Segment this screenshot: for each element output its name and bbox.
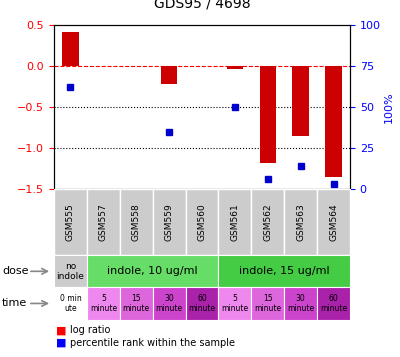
Text: 5
minute: 5 minute: [221, 294, 248, 313]
Text: indole, 10 ug/ml: indole, 10 ug/ml: [107, 266, 198, 276]
Text: GSM563: GSM563: [296, 203, 305, 241]
Text: ■: ■: [56, 325, 66, 335]
Bar: [325, 66, 342, 177]
Text: indole, 15 ug/ml: indole, 15 ug/ml: [239, 266, 330, 276]
Y-axis label: 100%: 100%: [384, 91, 394, 123]
Text: ■: ■: [56, 338, 66, 348]
Text: 30
minute: 30 minute: [156, 294, 183, 313]
Text: no
indole: no indole: [56, 262, 84, 281]
Bar: [260, 66, 276, 163]
Text: time: time: [2, 298, 27, 308]
Text: 5
minute: 5 minute: [90, 294, 117, 313]
Text: GSM555: GSM555: [66, 203, 75, 241]
Text: GSM561: GSM561: [230, 203, 239, 241]
Text: GSM560: GSM560: [198, 203, 206, 241]
Text: 60
minute: 60 minute: [188, 294, 216, 313]
Text: GSM557: GSM557: [99, 203, 108, 241]
Text: 60
minute: 60 minute: [320, 294, 347, 313]
Text: GSM562: GSM562: [263, 203, 272, 241]
Text: dose: dose: [2, 266, 28, 276]
Text: log ratio: log ratio: [70, 325, 110, 335]
Text: 15
minute: 15 minute: [123, 294, 150, 313]
Text: 15
minute: 15 minute: [254, 294, 281, 313]
Bar: [227, 66, 243, 69]
Text: 30
minute: 30 minute: [287, 294, 314, 313]
Text: 0 min
ute: 0 min ute: [60, 294, 81, 313]
Text: GSM559: GSM559: [165, 203, 174, 241]
Text: GDS95 / 4698: GDS95 / 4698: [154, 0, 250, 11]
Bar: [62, 31, 79, 66]
Text: percentile rank within the sample: percentile rank within the sample: [70, 338, 235, 348]
Text: GSM558: GSM558: [132, 203, 141, 241]
Bar: [292, 66, 309, 136]
Bar: [161, 66, 177, 84]
Text: GSM564: GSM564: [329, 203, 338, 241]
